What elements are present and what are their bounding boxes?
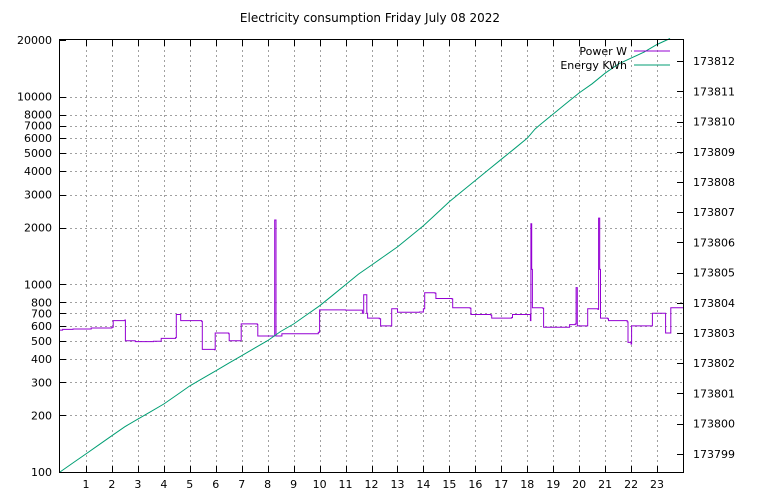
y-left-tick-label: 20000 bbox=[17, 34, 52, 47]
y-right-tick-label: 173812 bbox=[693, 55, 735, 68]
y-left-tick-label: 6000 bbox=[24, 132, 52, 145]
x-tick-label: 20 bbox=[572, 478, 586, 491]
x-tick-label: 18 bbox=[520, 478, 534, 491]
chart-title: Electricity consumption Friday July 08 2… bbox=[240, 11, 500, 25]
y-left-tick-label: 200 bbox=[31, 409, 52, 422]
y-right-tick-label: 173807 bbox=[693, 206, 735, 219]
x-tick-label: 7 bbox=[238, 478, 245, 491]
y-right-tick-label: 173810 bbox=[693, 116, 735, 129]
x-tick-label: 23 bbox=[650, 478, 664, 491]
grid bbox=[60, 40, 683, 472]
x-tick-label: 13 bbox=[390, 478, 404, 491]
x-tick-label: 15 bbox=[442, 478, 456, 491]
x-tick-label: 6 bbox=[212, 478, 219, 491]
x-tick-label: 5 bbox=[186, 478, 193, 491]
series-line-power bbox=[60, 217, 683, 351]
x-tick-label: 1 bbox=[82, 478, 89, 491]
plot-frame bbox=[59, 39, 684, 473]
x-tick-label: 12 bbox=[365, 478, 379, 491]
x-tick-label: 14 bbox=[416, 478, 430, 491]
y-right-tick-label: 173811 bbox=[693, 85, 735, 98]
x-tick-label: 17 bbox=[494, 478, 508, 491]
y-right-tick-label: 173806 bbox=[693, 236, 735, 249]
y-right-tick-label: 173805 bbox=[693, 267, 735, 280]
series-line-energy bbox=[59, 38, 671, 473]
y-left-tick-label: 100 bbox=[31, 466, 52, 479]
legend: Power W Energy KWh bbox=[560, 45, 670, 72]
y-left-tick-label: 8000 bbox=[24, 109, 52, 122]
y-left-tick-label: 10000 bbox=[17, 91, 52, 104]
y-right-tick-label: 173809 bbox=[693, 146, 735, 159]
ticks-layer: 1 2 3 4 5 6 7 8 9 10 11 12 13 14 15 16 17 18 19 20 21 22 23100… bbox=[17, 34, 735, 491]
y-left-tick-label: 5000 bbox=[24, 147, 52, 160]
x-tick-label: 19 bbox=[546, 478, 560, 491]
x-tick-label: 10 bbox=[313, 478, 327, 491]
y-left-tick-label: 600 bbox=[31, 320, 52, 333]
x-tick-label: 16 bbox=[468, 478, 482, 491]
y-left-tick-label: 400 bbox=[31, 353, 52, 366]
y-right-tick-label: 173803 bbox=[693, 327, 735, 340]
y-right-tick-label: 173800 bbox=[693, 418, 735, 431]
x-tick-label: 8 bbox=[264, 478, 271, 491]
x-tick-label: 3 bbox=[134, 478, 141, 491]
y-left-tick-label: 300 bbox=[31, 376, 52, 389]
series-layer bbox=[59, 38, 683, 473]
x-tick-label: 22 bbox=[624, 478, 638, 491]
y-left-tick-label: 2000 bbox=[24, 222, 52, 235]
x-tick-label: 21 bbox=[598, 478, 612, 491]
y-left-tick-label: 700 bbox=[31, 307, 52, 320]
y-right-tick-label: 173799 bbox=[693, 448, 735, 461]
x-tick-label: 2 bbox=[108, 478, 115, 491]
x-tick-label: 11 bbox=[339, 478, 353, 491]
legend-label-energy: Energy KWh bbox=[560, 59, 627, 72]
x-tick-label: 4 bbox=[160, 478, 167, 491]
y-left-tick-label: 7000 bbox=[24, 120, 52, 133]
y-right-tick-label: 173804 bbox=[693, 297, 735, 310]
y-left-tick-label: 500 bbox=[31, 335, 52, 348]
y-left-tick-label: 4000 bbox=[24, 165, 52, 178]
x-tick-label: 9 bbox=[290, 478, 297, 491]
legend-label-power: Power W bbox=[579, 45, 627, 58]
y-left-tick-label: 1000 bbox=[24, 278, 52, 291]
y-right-tick-label: 173802 bbox=[693, 357, 735, 370]
y-left-tick-label: 3000 bbox=[24, 189, 52, 202]
y-right-tick-label: 173808 bbox=[693, 176, 735, 189]
y-left-tick-label: 800 bbox=[31, 296, 52, 309]
y-right-tick-label: 173801 bbox=[693, 387, 735, 400]
